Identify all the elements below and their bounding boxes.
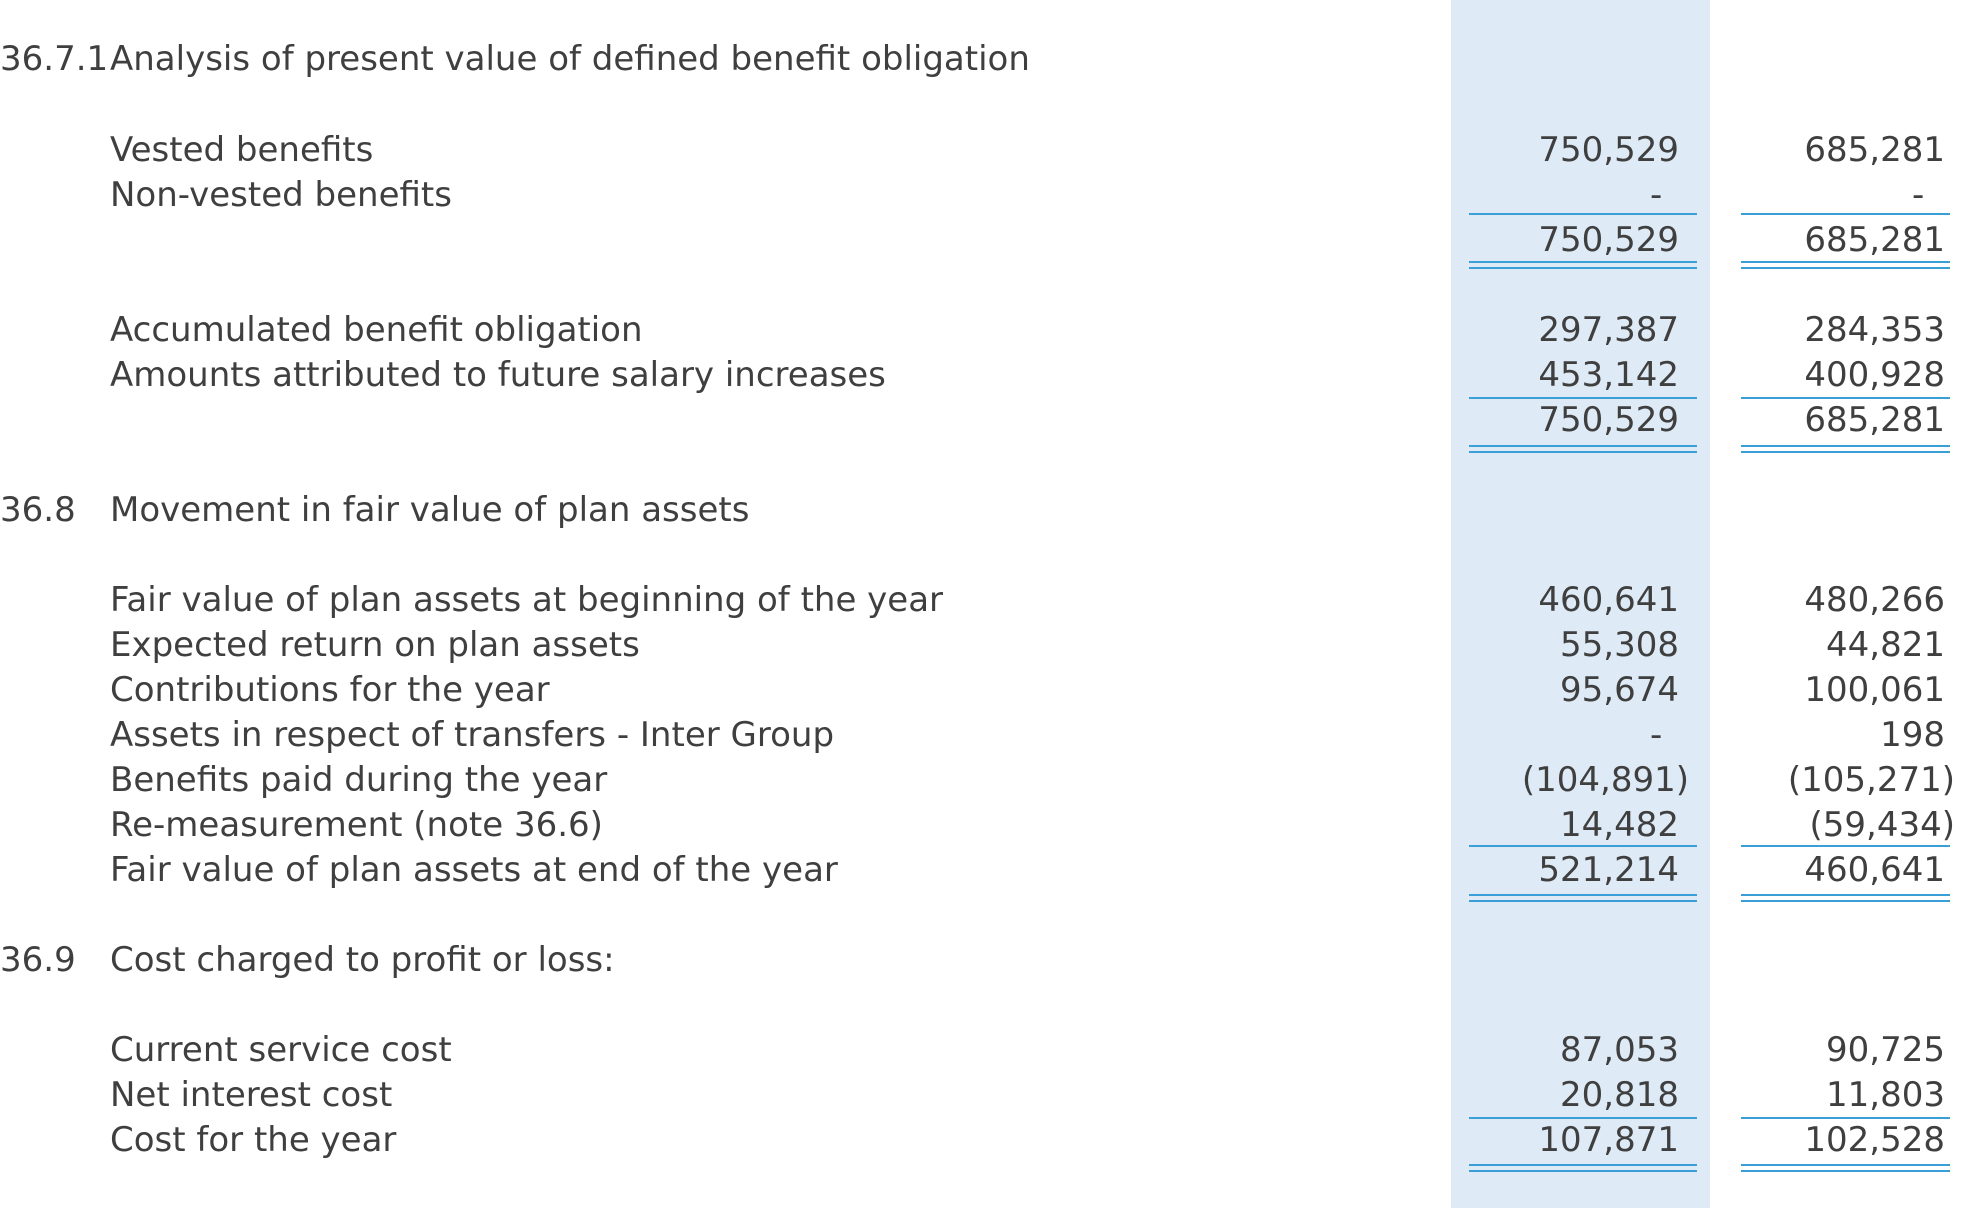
row-value-fv-beginning-col2: 480,266: [1804, 580, 1945, 620]
row-label-net-interest-cost: Net interest cost: [110, 1075, 393, 1115]
section-title-36-7-1: Analysis of present value of defined ben…: [110, 39, 1030, 79]
row-label-cost-for-the-year: Cost for the year: [110, 1120, 397, 1160]
row-value-vested-benefits-col2: 685,281: [1804, 130, 1945, 170]
subtotal-rule-col2: [1741, 397, 1950, 399]
subtotal-rule-col2: [1741, 845, 1950, 847]
subtotal-rule-col1: [1469, 397, 1697, 399]
total-double-rule-col2: [1741, 1164, 1950, 1172]
row-value-net-interest-col2: 11,803: [1826, 1075, 1945, 1115]
row-label-fv-end: Fair value of plan assets at end of the …: [110, 850, 838, 890]
current-year-column-shade: [1451, 0, 1710, 1208]
subtotal-rule-col2: [1741, 1117, 1950, 1119]
subtotal-rule-col2: [1741, 213, 1950, 215]
row-label-contributions: Contributions for the year: [110, 670, 550, 710]
total-double-rule-col1: [1469, 261, 1697, 269]
row-value-future-salary-col2: 400,928: [1804, 355, 1945, 395]
row-value-fv-end-col2: 460,641: [1804, 850, 1945, 890]
total-dbo-col1: 750,529: [1538, 220, 1679, 260]
row-value-contributions-col1: 95,674: [1560, 670, 1679, 710]
section-title-36-8: Movement in fair value of plan assets: [110, 490, 750, 530]
subtotal-rule-col1: [1469, 213, 1697, 215]
section-number-36-9: 36.9: [0, 940, 76, 980]
row-value-current-service-col1: 87,053: [1560, 1030, 1679, 1070]
row-value-remeasurement-col1: 14,482: [1560, 805, 1679, 845]
row-value-non-vested-benefits-col2: -: [1912, 175, 1925, 215]
row-label-transfers-inter-group: Assets in respect of transfers - Inter G…: [110, 715, 835, 755]
row-value-fv-end-col1: 521,214: [1538, 850, 1679, 890]
subtotal-rule-col1: [1469, 1117, 1697, 1119]
row-label-future-salary-increases: Amounts attributed to future salary incr…: [110, 355, 886, 395]
row-value-future-salary-col1: 453,142: [1538, 355, 1679, 395]
subtotal-rule-col1: [1469, 845, 1697, 847]
row-label-non-vested-benefits: Non-vested benefits: [110, 175, 452, 215]
row-value-benefits-paid-col2: (105,271): [1787, 760, 1955, 800]
row-value-remeasurement-col2: (59,434): [1809, 805, 1956, 845]
row-value-non-vested-benefits-col1: -: [1650, 175, 1663, 215]
section-number-36-7-1: 36.7.1: [0, 39, 109, 79]
row-value-transfers-col1: -: [1650, 715, 1663, 755]
total-abo-col2: 685,281: [1804, 400, 1945, 440]
row-value-fv-beginning-col1: 460,641: [1538, 580, 1679, 620]
total-double-rule-col1: [1469, 894, 1697, 902]
row-value-abo-col2: 284,353: [1804, 310, 1945, 350]
total-abo-col1: 750,529: [1538, 400, 1679, 440]
row-value-current-service-col2: 90,725: [1826, 1030, 1945, 1070]
total-double-rule-col2: [1741, 894, 1950, 902]
row-label-remeasurement: Re-measurement (note 36.6): [110, 805, 603, 845]
section-number-36-8: 36.8: [0, 490, 76, 530]
row-value-benefits-paid-col1: (104,891): [1521, 760, 1689, 800]
total-dbo-col2: 685,281: [1804, 220, 1945, 260]
row-label-expected-return: Expected return on plan assets: [110, 625, 640, 665]
total-double-rule-col2: [1741, 261, 1950, 269]
row-value-cost-year-col2: 102,528: [1804, 1120, 1945, 1160]
section-title-36-9: Cost charged to profit or loss:: [110, 940, 615, 980]
row-label-fv-beginning: Fair value of plan assets at beginning o…: [110, 580, 944, 620]
row-label-benefits-paid: Benefits paid during the year: [110, 760, 608, 800]
row-label-current-service-cost: Current service cost: [110, 1030, 452, 1070]
row-value-expected-return-col1: 55,308: [1560, 625, 1679, 665]
row-value-abo-col1: 297,387: [1538, 310, 1679, 350]
row-value-vested-benefits-col1: 750,529: [1538, 130, 1679, 170]
row-label-accumulated-benefit-obligation: Accumulated benefit obligation: [110, 310, 643, 350]
total-double-rule-col1: [1469, 445, 1697, 453]
row-value-transfers-col2: 198: [1880, 715, 1945, 755]
row-value-cost-year-col1: 107,871: [1538, 1120, 1679, 1160]
total-double-rule-col2: [1741, 445, 1950, 453]
row-value-net-interest-col1: 20,818: [1560, 1075, 1679, 1115]
row-value-expected-return-col2: 44,821: [1826, 625, 1945, 665]
row-label-vested-benefits: Vested benefits: [110, 130, 374, 170]
total-double-rule-col1: [1469, 1164, 1697, 1172]
row-value-contributions-col2: 100,061: [1804, 670, 1945, 710]
